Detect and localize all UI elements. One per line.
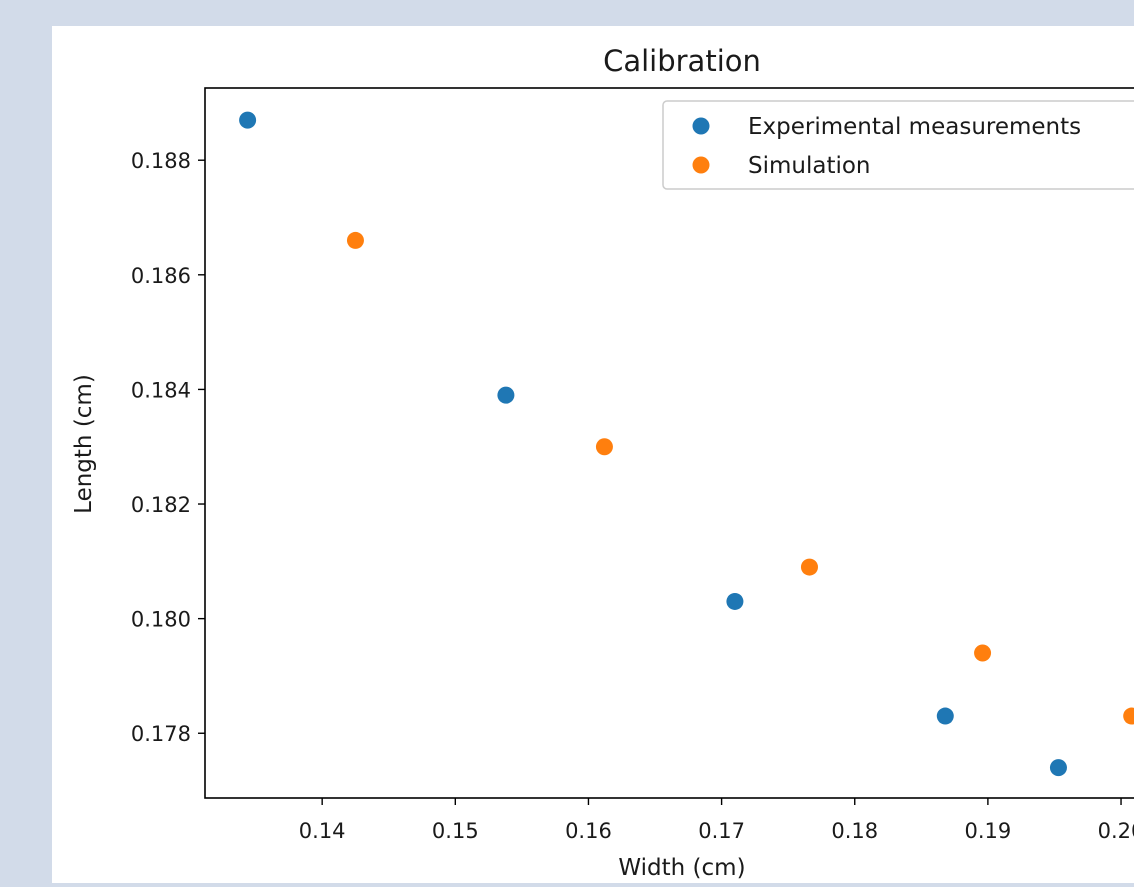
y-tick-label: 0.180 xyxy=(131,608,191,632)
experimental-point xyxy=(497,386,515,404)
y-axis-label: Length (cm) xyxy=(71,374,97,514)
x-axis-ticks: 0.14 0.15 0.16 0.17 0.18 0.19 0.20 xyxy=(299,798,1134,843)
x-axis-label: Width (cm) xyxy=(618,855,745,881)
legend-label-experimental: Experimental measurements xyxy=(748,114,1081,140)
x-tick-label: 0.16 xyxy=(565,819,612,843)
y-tick-label: 0.178 xyxy=(131,722,191,746)
chart-title: Calibration xyxy=(603,44,761,78)
y-axis-ticks: 0.178 0.180 0.182 0.184 0.186 0.188 xyxy=(131,149,205,746)
x-tick-label: 0.15 xyxy=(432,819,479,843)
data-points xyxy=(239,111,1134,777)
x-tick-label: 0.20 xyxy=(1098,819,1134,843)
x-tick-label: 0.17 xyxy=(698,819,745,843)
simulation-point xyxy=(800,558,818,576)
legend-label-simulation: Simulation xyxy=(748,153,871,179)
experimental-point xyxy=(1049,759,1067,777)
y-tick-label: 0.188 xyxy=(131,149,191,173)
y-tick-label: 0.186 xyxy=(131,264,191,288)
y-tick-label: 0.184 xyxy=(131,378,191,402)
x-tick-label: 0.19 xyxy=(965,819,1012,843)
legend-box xyxy=(662,100,1134,190)
experimental-point xyxy=(726,592,744,610)
experimental-point xyxy=(936,707,954,725)
experimental-point xyxy=(239,111,257,129)
legend: Experimental measurements Simulation xyxy=(662,100,1134,190)
simulation-point xyxy=(346,231,364,249)
legend-marker-experimental xyxy=(692,117,710,135)
simulation-point xyxy=(1123,707,1134,725)
legend-marker-simulation xyxy=(692,156,710,174)
y-tick-label: 0.182 xyxy=(131,493,191,517)
simulation-point xyxy=(595,438,613,456)
x-tick-label: 0.18 xyxy=(831,819,878,843)
simulation-point xyxy=(974,644,992,662)
axes-frame xyxy=(204,87,1134,799)
x-tick-label: 0.14 xyxy=(299,819,346,843)
